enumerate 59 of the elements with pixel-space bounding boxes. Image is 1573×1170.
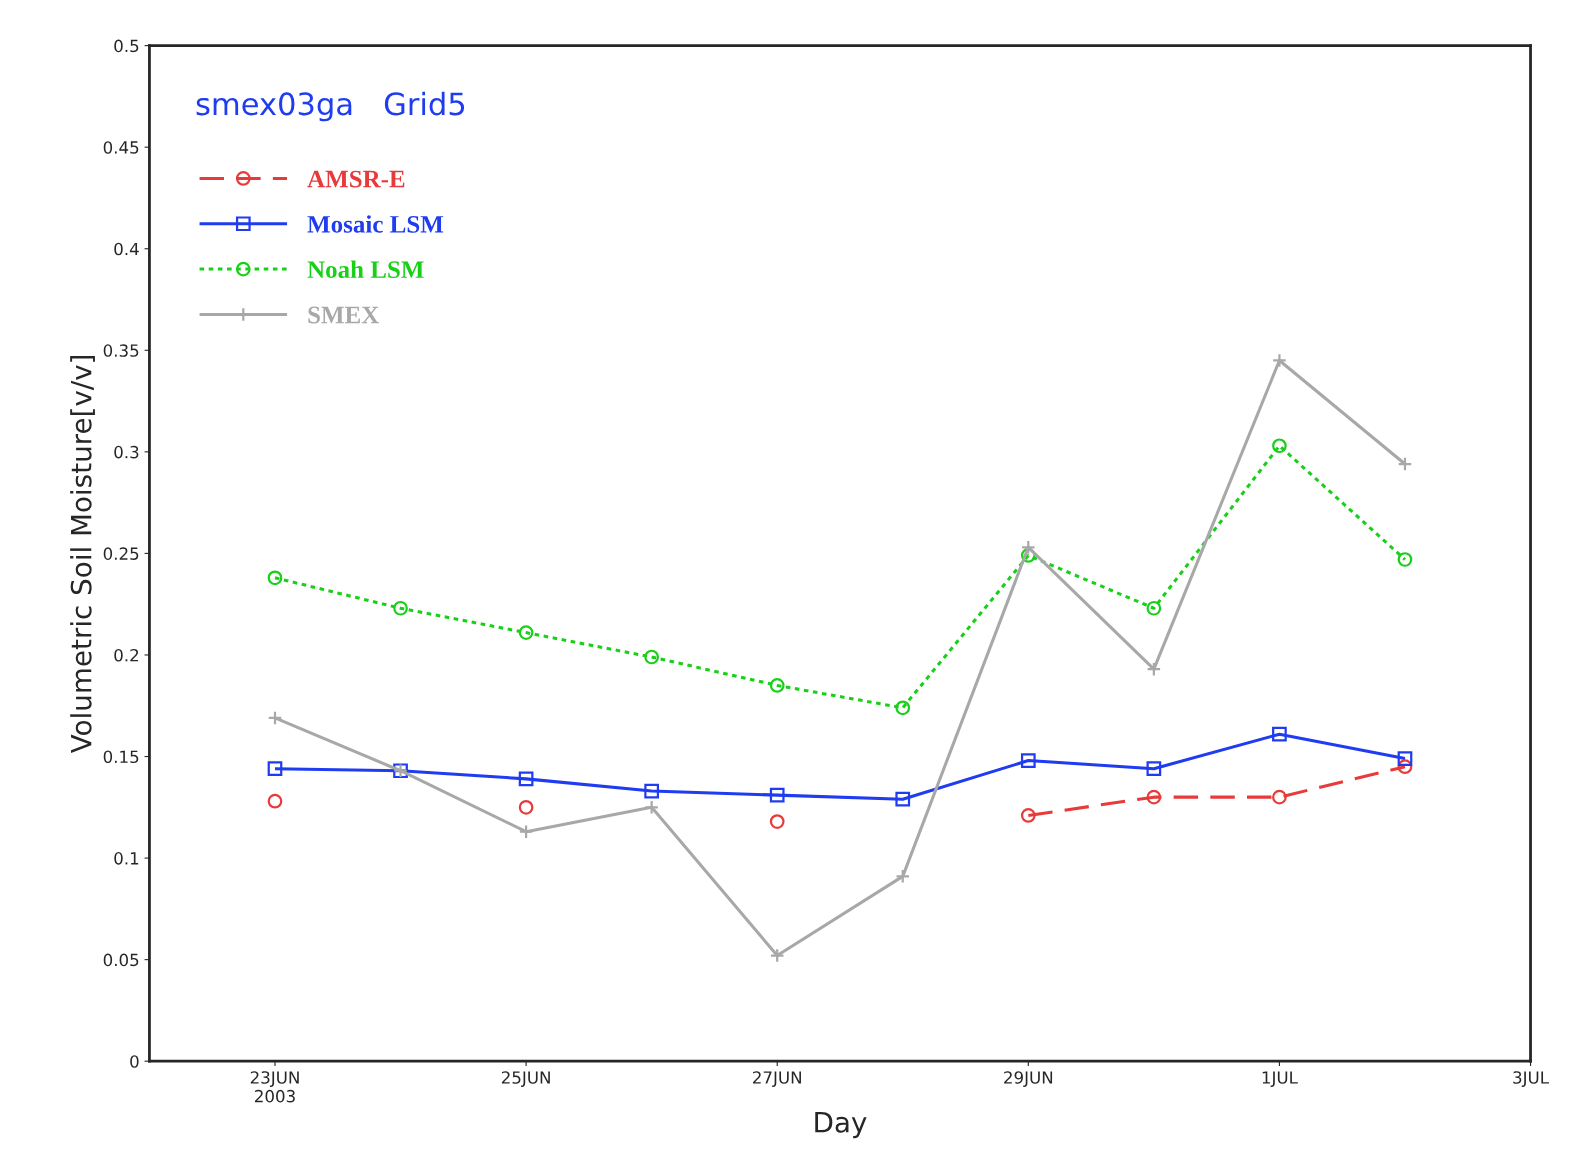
point — [1272, 726, 1287, 742]
y-tick-label: 0.35 — [103, 344, 139, 357]
point — [518, 625, 534, 640]
point — [1146, 789, 1162, 805]
y-tick-label: 0.15 — [103, 750, 139, 764]
x-tick-label: 23JUN 2003 — [250, 1071, 299, 1103]
point — [1397, 552, 1413, 567]
point — [518, 799, 534, 815]
legend-label: AMSR-E — [307, 170, 405, 188]
point — [393, 600, 408, 616]
point — [1397, 456, 1413, 472]
y-tick-label: 0.25 — [103, 547, 139, 560]
point — [267, 570, 283, 586]
y-tick-label: 0.4 — [114, 242, 139, 256]
point — [1146, 600, 1162, 616]
point — [1272, 438, 1287, 454]
x-tick-label: 29JUN — [1004, 1071, 1053, 1087]
point — [769, 814, 785, 829]
point — [1272, 789, 1287, 805]
point — [769, 787, 785, 803]
point — [1397, 759, 1413, 775]
point — [895, 791, 911, 807]
point — [518, 824, 534, 840]
point — [644, 649, 660, 665]
point — [1146, 761, 1162, 777]
point — [1020, 539, 1036, 555]
point — [1397, 751, 1413, 766]
point — [895, 869, 911, 884]
y-tick-label: 0.5 — [114, 39, 139, 53]
y-tick-label: 0.3 — [114, 445, 139, 459]
point — [644, 799, 660, 815]
y-tick-label: 0.45 — [103, 141, 139, 154]
point — [769, 678, 785, 693]
point — [1272, 353, 1287, 368]
x-tick-label: 1JUL — [1262, 1071, 1298, 1087]
x-axis-title: Day — [815, 1112, 867, 1139]
point — [1020, 808, 1036, 823]
point — [518, 771, 534, 787]
point — [1020, 548, 1036, 563]
legend-label: Noah LSM — [307, 260, 424, 279]
point — [267, 710, 283, 726]
text: smex03ga Grid5 — [196, 91, 465, 122]
y-tick-label: 0.2 — [114, 648, 139, 662]
x-tick-label: 25JUN — [501, 1071, 550, 1087]
y-axis-title: Volumetric Soil Moisture[v/v] — [70, 355, 95, 754]
y-tick-label: 0 — [130, 1055, 139, 1068]
x-tick-label: 3JUL — [1513, 1071, 1549, 1087]
point — [267, 761, 283, 777]
point — [1020, 753, 1036, 768]
x-tick-label: 27JUN — [753, 1071, 801, 1087]
legend-label: SMEX — [308, 306, 379, 324]
point — [895, 700, 911, 716]
point — [1146, 661, 1162, 677]
point — [267, 793, 283, 809]
point — [644, 783, 660, 799]
point — [769, 948, 785, 963]
legend-label: Mosaic LSM — [307, 215, 444, 233]
y-tick-label: 0.1 — [114, 852, 139, 865]
y-tick-label: 0.05 — [103, 953, 139, 967]
